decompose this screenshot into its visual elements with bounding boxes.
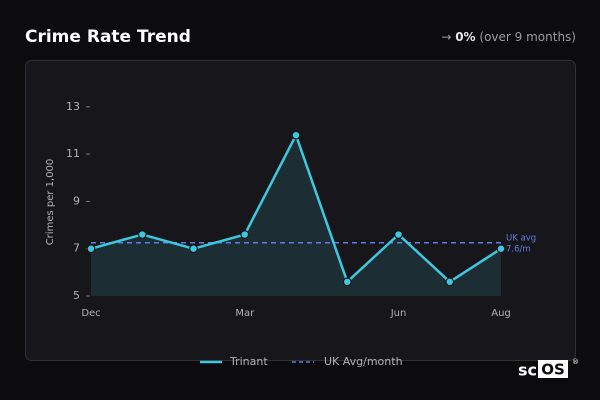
logo-box	[538, 360, 568, 378]
x-tick-label: Jun	[390, 308, 407, 319]
y-tick-label: 5	[73, 289, 80, 302]
data-point	[240, 230, 250, 239]
area	[91, 135, 501, 296]
logo-boxed: OS	[541, 361, 565, 379]
x-tick-label: Dec	[81, 308, 100, 319]
y-tick-label: 7	[73, 242, 80, 255]
trend-summary: → 0% (over 9 months)	[441, 30, 576, 44]
widget-title: Crime Rate Trend	[25, 27, 191, 47]
data-point	[137, 230, 147, 239]
data-point	[291, 130, 301, 140]
data-point	[496, 244, 506, 254]
y-tick-label: 11	[66, 147, 80, 160]
x-tick-label: Aug	[491, 308, 511, 319]
x-tick-label: Mar	[235, 308, 255, 319]
trend-arrow: →	[441, 30, 451, 44]
reference-annotation: UK avg	[506, 233, 536, 243]
data-point	[445, 277, 455, 287]
chart-card	[25, 60, 576, 361]
logo-prefix: sc	[518, 361, 537, 380]
data-point	[189, 244, 198, 254]
logo-mark: ®	[572, 358, 579, 366]
data-point	[86, 244, 96, 254]
legend-label: Trinant	[229, 355, 268, 368]
legend-label: UK Avg/month	[324, 355, 403, 368]
y-tick-label: 13	[66, 100, 80, 113]
logo: sc OS ®	[518, 358, 579, 380]
reference-annotation: 7.6/m	[506, 244, 531, 254]
y-axis-label: Crimes per 1,000	[45, 159, 56, 246]
data-point	[394, 230, 403, 239]
y-tick-label: 9	[73, 194, 80, 207]
trend-value: 0%	[455, 30, 475, 44]
data-point	[342, 277, 352, 287]
trend-note: (over 9 months)	[479, 30, 576, 44]
